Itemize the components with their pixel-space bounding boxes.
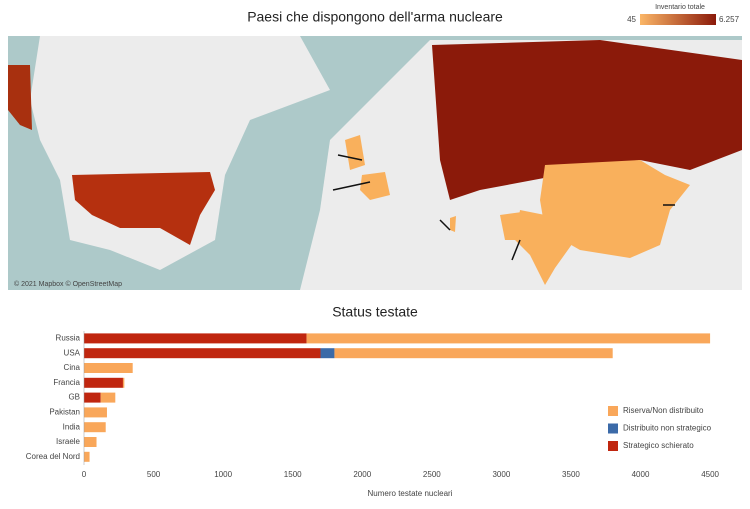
y-tick-label: USA <box>64 348 81 357</box>
bar-segment <box>100 392 116 403</box>
bar-segment <box>84 377 123 388</box>
y-tick-label: Francia <box>53 378 80 387</box>
map-title: Paesi che dispongono dell'arma nucleare <box>247 9 503 25</box>
x-tick-label: 500 <box>147 470 161 479</box>
bar-segment <box>84 392 101 403</box>
map: © 2021 Mapbox © OpenStreetMap <box>8 36 742 290</box>
bar-segment <box>334 348 613 359</box>
y-tick-label: GB <box>68 393 80 402</box>
scale-min: 45 <box>627 15 636 24</box>
x-tick-label: 2000 <box>353 470 371 479</box>
bar-segment <box>84 348 321 359</box>
x-tick-label: 0 <box>82 470 87 479</box>
attribution: © 2021 Mapbox © OpenStreetMap <box>14 280 122 288</box>
legend-swatch <box>608 441 618 451</box>
legend-label: Strategico schierato <box>623 441 694 450</box>
bar-segment <box>84 363 133 373</box>
chart-title: Status testate <box>332 304 418 320</box>
x-tick-label: 2500 <box>423 470 441 479</box>
x-axis-label: Numero testate nucleari <box>368 489 453 498</box>
bar-segment <box>84 437 97 447</box>
bar-segment <box>320 348 335 359</box>
y-tick-label: Cina <box>64 363 81 372</box>
bar-segment <box>306 333 711 344</box>
color-scale <box>640 14 716 25</box>
bar-segment <box>84 451 90 462</box>
legend-swatch <box>608 406 618 416</box>
x-tick-label: 3000 <box>492 470 510 479</box>
bar-segment <box>122 377 125 388</box>
y-tick-label: Pakistan <box>49 408 80 417</box>
y-tick-label: Israele <box>56 437 81 446</box>
y-tick-label: India <box>63 422 81 431</box>
x-tick-label: 1000 <box>214 470 232 479</box>
legend-label: Riserva/Non distribuito <box>623 406 704 415</box>
x-tick-label: 4500 <box>701 470 719 479</box>
x-tick-label: 3500 <box>562 470 580 479</box>
x-tick-label: 1500 <box>284 470 302 479</box>
legend-label: Distribuito non strategico <box>623 424 712 433</box>
legend-swatch <box>608 423 618 434</box>
bar-segment <box>84 422 106 433</box>
legend-title: Inventario totale <box>655 4 705 11</box>
y-tick-label: Russia <box>56 334 81 343</box>
scale-max: 6.257 <box>719 15 740 24</box>
bar-segment <box>84 407 107 418</box>
bar-segment <box>84 333 307 344</box>
y-tick-label: Corea del Nord <box>26 452 80 461</box>
x-tick-label: 4000 <box>632 470 650 479</box>
